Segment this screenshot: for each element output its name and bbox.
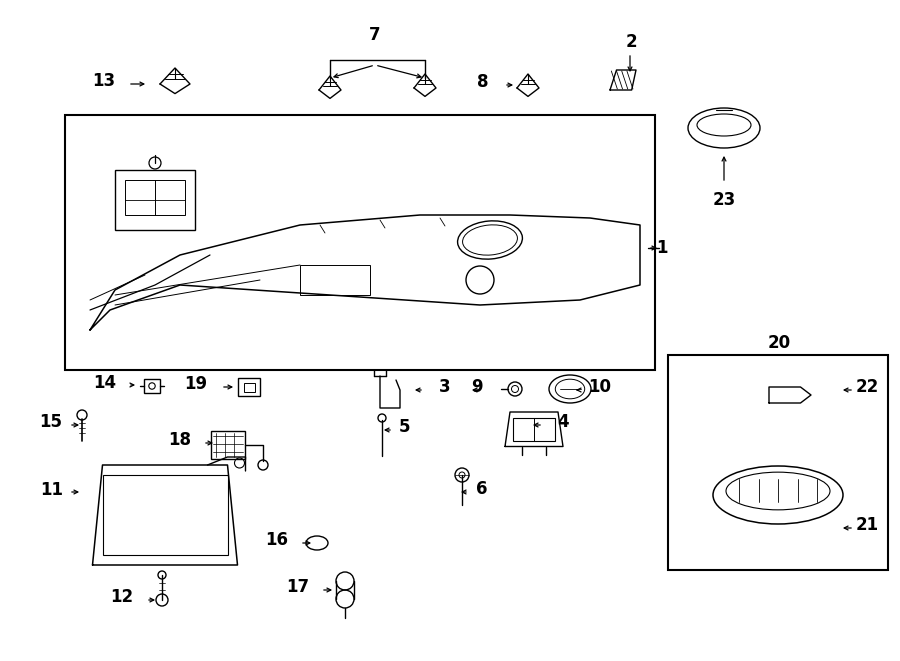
- Ellipse shape: [713, 466, 843, 524]
- Bar: [244, 383, 255, 391]
- Text: 20: 20: [768, 334, 790, 352]
- Text: 15: 15: [40, 413, 62, 431]
- Text: 1: 1: [656, 239, 668, 257]
- Text: 9: 9: [472, 378, 482, 396]
- Text: 14: 14: [94, 374, 117, 392]
- Text: 19: 19: [184, 375, 208, 393]
- Text: 23: 23: [713, 191, 735, 209]
- Bar: [125, 180, 185, 215]
- Bar: [103, 475, 228, 555]
- Bar: [513, 418, 555, 440]
- Bar: [238, 378, 260, 396]
- Ellipse shape: [306, 536, 328, 550]
- Text: 22: 22: [855, 378, 878, 396]
- Text: 11: 11: [40, 481, 64, 499]
- Text: 10: 10: [589, 378, 611, 396]
- Text: 7: 7: [369, 26, 381, 44]
- Ellipse shape: [549, 375, 591, 403]
- Text: 5: 5: [398, 418, 410, 436]
- Text: 6: 6: [476, 480, 488, 498]
- Text: 8: 8: [477, 73, 489, 91]
- Bar: [144, 379, 160, 393]
- Text: 16: 16: [266, 531, 289, 549]
- Text: 2: 2: [626, 33, 637, 51]
- Text: 12: 12: [111, 588, 133, 606]
- Text: 21: 21: [855, 516, 878, 534]
- Text: 3: 3: [439, 378, 451, 396]
- Bar: [115, 170, 195, 230]
- Bar: [65, 115, 655, 370]
- Bar: [211, 431, 245, 459]
- Text: 13: 13: [93, 72, 115, 90]
- Bar: [668, 355, 888, 570]
- Text: 17: 17: [286, 578, 310, 596]
- Ellipse shape: [688, 108, 760, 148]
- Text: 4: 4: [557, 413, 569, 431]
- Bar: [300, 265, 370, 295]
- Text: 18: 18: [168, 431, 192, 449]
